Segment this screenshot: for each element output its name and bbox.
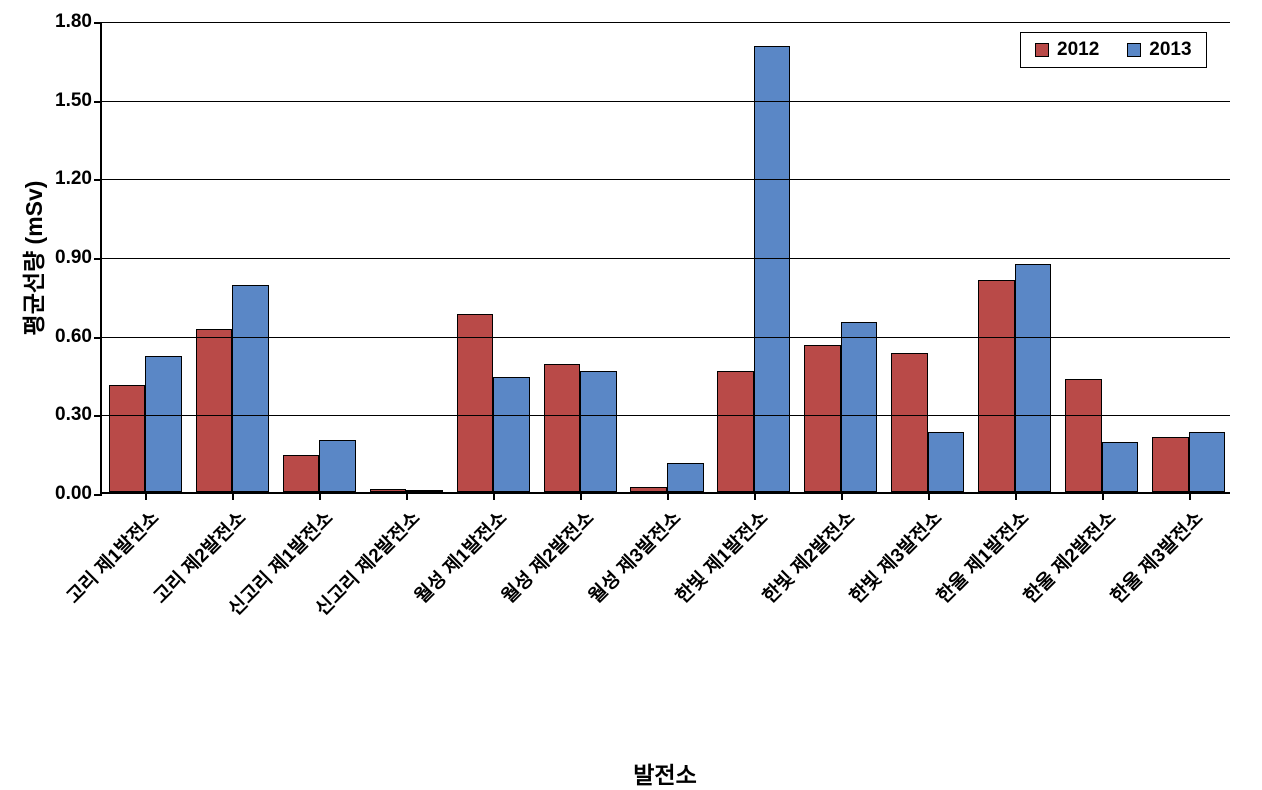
bar — [457, 314, 494, 492]
y-tick-label: 1.20 — [55, 168, 102, 190]
x-tick-mark — [493, 492, 495, 500]
x-axis-title: 발전소 — [633, 756, 696, 790]
x-tick-mark — [319, 492, 321, 500]
bar — [493, 377, 530, 492]
x-tick-label: 한빛 제2발전소 — [755, 504, 859, 608]
bar — [145, 356, 182, 492]
bar — [717, 371, 754, 492]
y-tick-label: 0.60 — [55, 326, 102, 348]
bar — [1102, 442, 1139, 492]
bar — [232, 285, 269, 492]
x-tick-mark — [580, 492, 582, 500]
gridline — [102, 101, 1230, 102]
legend-label: 2012 — [1057, 39, 1099, 61]
bar — [804, 345, 841, 492]
chart-container: 0.000.300.600.901.201.501.80고리 제1발전소고리 제… — [0, 0, 1262, 789]
bar — [630, 487, 667, 492]
x-tick-mark — [145, 492, 147, 500]
plot-area: 0.000.300.600.901.201.501.80고리 제1발전소고리 제… — [100, 22, 1230, 494]
bar — [928, 432, 965, 492]
x-tick-mark — [1015, 492, 1017, 500]
bar — [841, 322, 878, 492]
bar — [319, 440, 356, 492]
bar — [667, 463, 704, 492]
legend-swatch — [1035, 43, 1049, 57]
bar — [406, 490, 443, 492]
legend-item: 2012 — [1035, 39, 1099, 61]
gridline — [102, 179, 1230, 180]
gridline — [102, 415, 1230, 416]
bar — [283, 455, 320, 492]
x-tick-mark — [841, 492, 843, 500]
y-tick-label: 0.00 — [55, 483, 102, 505]
y-tick-label: 0.90 — [55, 247, 102, 269]
bar — [196, 329, 233, 492]
bar — [1152, 437, 1189, 492]
bar — [370, 489, 407, 492]
x-tick-mark — [667, 492, 669, 500]
legend: 2012 2013 — [1020, 32, 1207, 68]
x-tick-mark — [232, 492, 234, 500]
x-tick-label: 월성 제1발전소 — [408, 504, 512, 608]
x-tick-label: 월성 제3발전소 — [582, 504, 686, 608]
gridline — [102, 258, 1230, 259]
legend-item: 2013 — [1127, 39, 1191, 61]
bar — [580, 371, 617, 492]
y-tick-label: 0.30 — [55, 404, 102, 426]
bar — [1065, 379, 1102, 492]
gridline — [102, 22, 1230, 23]
bar — [544, 364, 581, 492]
bar — [1189, 432, 1226, 492]
y-tick-label: 1.50 — [55, 90, 102, 112]
bar — [891, 353, 928, 492]
bars-layer — [102, 22, 1230, 492]
x-tick-mark — [406, 492, 408, 500]
x-tick-label: 한빛 제1발전소 — [669, 504, 773, 608]
legend-swatch — [1127, 43, 1141, 57]
x-tick-mark — [754, 492, 756, 500]
x-tick-mark — [928, 492, 930, 500]
bar — [109, 385, 146, 493]
x-tick-mark — [1189, 492, 1191, 500]
x-tick-label: 월성 제2발전소 — [495, 504, 599, 608]
y-tick-label: 1.80 — [55, 11, 102, 33]
bar — [978, 280, 1015, 492]
x-tick-label: 한빛 제3발전소 — [842, 504, 946, 608]
bar — [754, 46, 791, 492]
x-tick-mark — [1102, 492, 1104, 500]
x-tick-label: 고리 제1발전소 — [60, 504, 164, 608]
y-axis-title: 평균선량 (mSv) — [15, 181, 49, 336]
legend-label: 2013 — [1149, 39, 1191, 61]
bar — [1015, 264, 1052, 492]
gridline — [102, 337, 1230, 338]
